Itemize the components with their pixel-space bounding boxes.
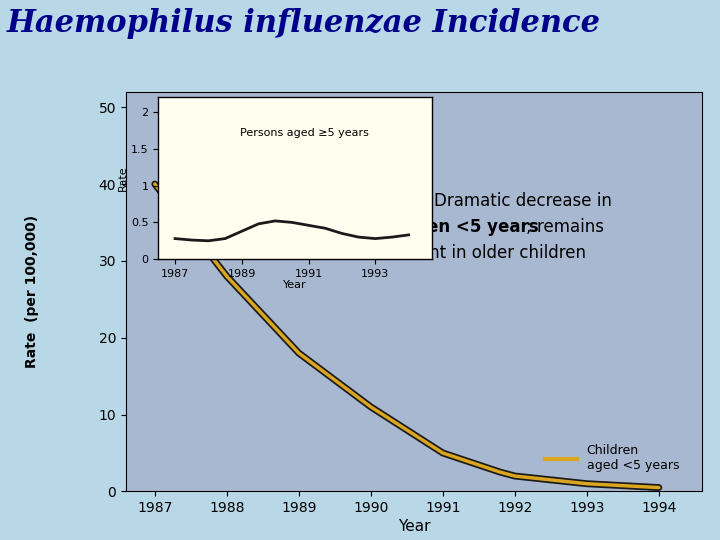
Y-axis label: Rate: Rate xyxy=(118,165,128,191)
Text: : Dramatic decrease in: : Dramatic decrease in xyxy=(423,192,611,210)
Text: Rate  (per 100,000): Rate (per 100,000) xyxy=(25,215,40,368)
Text: NOTE: NOTE xyxy=(374,192,425,210)
Text: children <5 years: children <5 years xyxy=(374,218,539,235)
Text: constant in older children: constant in older children xyxy=(374,244,585,262)
Text: Haemophilus influenzae Incidence: Haemophilus influenzae Incidence xyxy=(7,8,601,39)
X-axis label: Year: Year xyxy=(397,519,431,534)
Text: ; remains: ; remains xyxy=(526,218,604,235)
Legend: Children
aged <5 years: Children aged <5 years xyxy=(541,439,684,477)
X-axis label: Year: Year xyxy=(284,280,307,291)
Text: Persons aged ≥5 years: Persons aged ≥5 years xyxy=(240,128,369,138)
